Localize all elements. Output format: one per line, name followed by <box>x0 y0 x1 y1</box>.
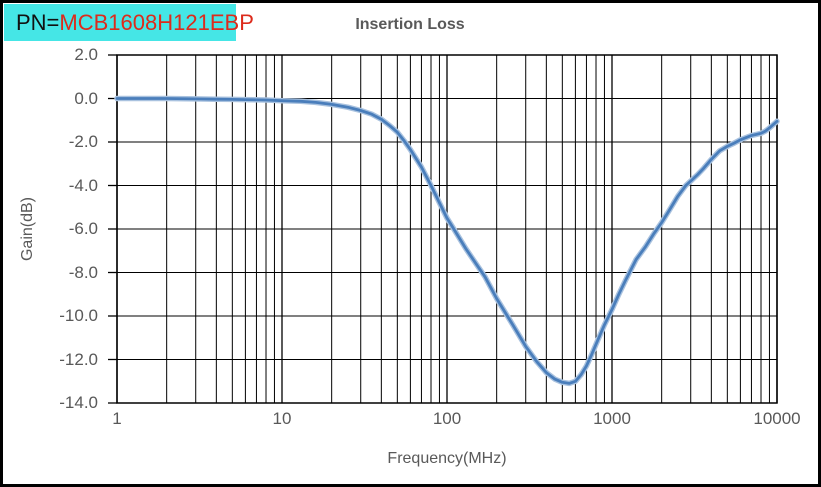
x-tick-label: 100 <box>432 409 462 428</box>
x-tick-label: 10 <box>272 409 292 428</box>
y-tick-label: -6.0 <box>68 219 98 238</box>
x-tick-label: 1000 <box>593 409 631 428</box>
chart-canvas <box>108 54 780 404</box>
x-axis-title: Frequency(MHz) <box>387 450 507 467</box>
x-tick-label: 10000 <box>753 409 801 428</box>
chart-title: Insertion Loss <box>355 16 465 33</box>
y-tick-label: -14.0 <box>59 393 98 412</box>
part-number-badge: PN= MCB1608H121EBP <box>4 4 254 41</box>
part-number-value: MCB1608H121EBP <box>59 9 254 35</box>
part-number-prefix: PN= <box>16 9 60 35</box>
x-tick-label: 1 <box>112 409 122 428</box>
plot-area <box>108 54 780 404</box>
y-axis-title: Gain(dB) <box>19 196 36 262</box>
y-tick-label: 2.0 <box>74 45 98 64</box>
y-tick-label: -10.0 <box>59 306 98 325</box>
y-tick-label: -4.0 <box>68 175 98 195</box>
insertion-loss-curve <box>115 97 779 385</box>
y-tick-label: 0.0 <box>74 88 98 108</box>
y-tick-label: -2.0 <box>68 132 98 151</box>
y-tick-label: -12.0 <box>59 349 98 369</box>
y-tick-label: -8.0 <box>68 262 98 282</box>
